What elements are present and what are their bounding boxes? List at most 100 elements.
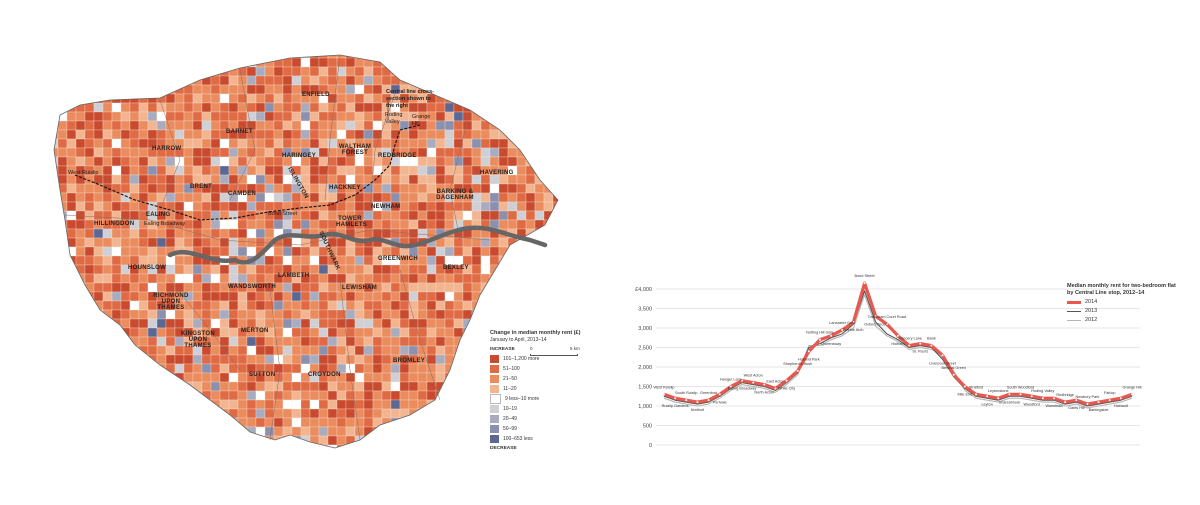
map-cell [507,309,518,320]
map-cell [453,300,464,311]
map-cell [84,264,95,275]
map-cell [562,256,571,265]
map-cell [354,426,365,437]
map-cell [453,273,464,284]
map-cell [498,93,509,104]
map-cell [300,426,311,437]
map-cell [273,246,284,257]
map-cell [471,210,482,221]
map-cell [183,273,194,284]
station-label: Hanger Lane [720,378,742,382]
map-cell [156,372,167,383]
map-cell [454,454,463,460]
map-cell [345,255,356,266]
map-cell [552,318,558,329]
map-cell [534,246,545,257]
map-cell [54,417,59,428]
map-cell [40,121,49,130]
map-cell [372,426,383,437]
map-cell [309,327,320,338]
map-cell [507,66,518,77]
map-cell [435,435,446,446]
map-cell [273,381,284,392]
map-cell [453,84,464,95]
map-cell [103,454,112,460]
map-cell [292,40,301,49]
map-cell [183,102,194,113]
map-cell [372,336,383,347]
station-label: Tottenham Court Road [868,315,906,319]
map-cell [264,66,275,77]
data-point [752,381,755,384]
map-cell [498,309,509,320]
map-cell [246,273,257,284]
map-cell [273,111,284,122]
map-cell [552,237,558,248]
map-cell [237,237,248,248]
map-cell [201,228,212,239]
map-cell [84,408,95,419]
map-cell [291,129,302,140]
map-cell [363,210,374,221]
station-label: Perivale [713,400,727,404]
map-cell [481,40,490,49]
map-cell [471,372,482,383]
map-cell [255,318,266,329]
map-cell [309,165,320,176]
map-cell [84,84,95,95]
map-cell [102,129,113,140]
map-cell [111,408,122,419]
map-cell [156,282,167,293]
map-cell [183,399,194,410]
map-cell [210,84,221,95]
map-cell [417,291,428,302]
map-cell [372,390,383,401]
map-cell [435,84,446,95]
map-cell [525,255,536,266]
map-cell [111,426,122,437]
map-cell [562,301,571,310]
map-cell [192,381,203,392]
map-cell [507,129,518,140]
map-cell [84,372,95,383]
map-cell [210,381,221,392]
map-cell [507,300,518,311]
map-cell [219,111,230,122]
map-cell [201,156,212,167]
map-cell [309,129,320,140]
map-cell [409,40,418,49]
map-cell [183,192,194,203]
data-point [930,344,933,347]
map-cell [471,354,482,365]
map-cell [138,390,149,401]
map-cell [156,435,167,446]
borough-boundary [449,109,471,241]
map-cell [165,84,176,95]
map-cell [282,444,293,448]
map-cell [408,201,419,212]
map-cell [84,55,95,59]
map-cell [453,390,464,401]
map-cell [480,372,491,383]
map-cell [49,40,58,49]
map-cell [147,66,158,77]
map-cell [399,129,410,140]
map-cell [399,246,410,257]
map-cell [165,381,176,392]
map-cell [291,237,302,248]
map-cell [282,111,293,122]
map-cell [417,156,428,167]
y-tick-label: 500 [643,424,652,430]
map-cell [111,228,122,239]
map-cell [535,454,544,460]
map-cell [435,354,446,365]
map-cell [534,201,545,212]
map-cell [489,138,500,149]
map-cell [147,381,158,392]
map-cell [120,381,131,392]
map-cell [111,246,122,257]
map-cell [435,426,446,437]
map-cell [363,345,374,356]
station-label: Newbury Park [1076,395,1100,399]
map-cell [66,381,77,392]
